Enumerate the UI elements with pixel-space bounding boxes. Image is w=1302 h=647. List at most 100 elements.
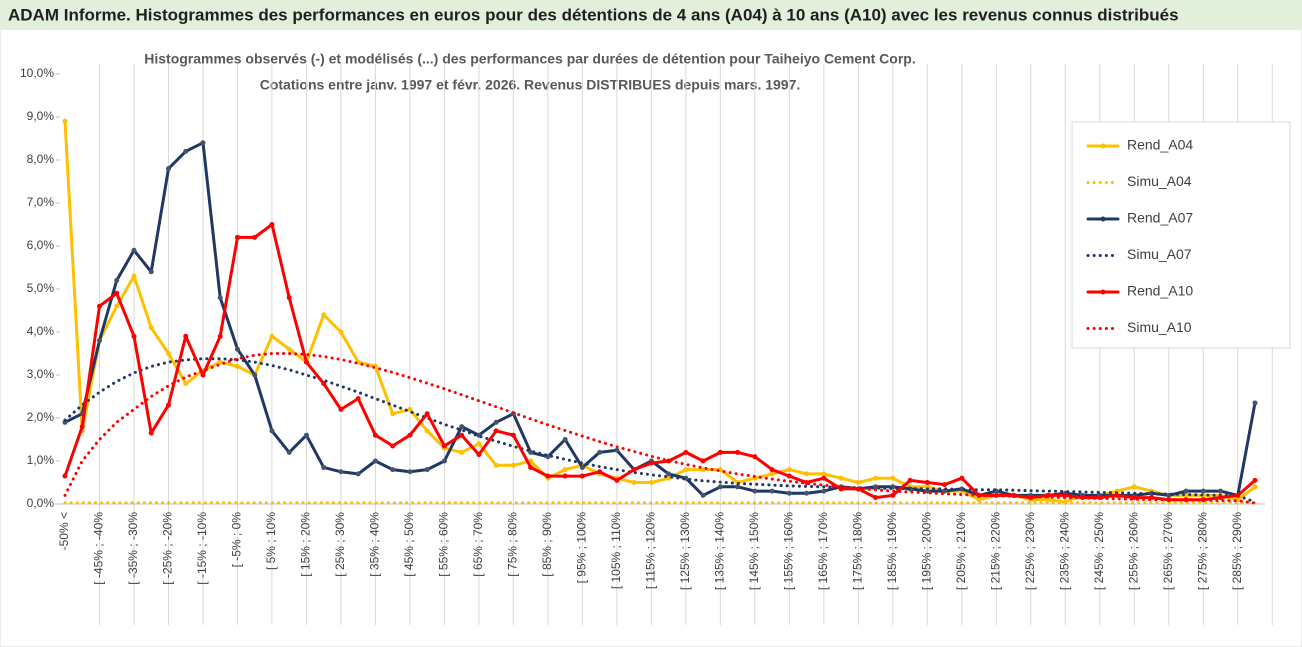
marker — [131, 333, 137, 339]
legend-label: Simu_A04 — [1127, 173, 1192, 189]
marker — [510, 432, 516, 438]
marker — [114, 290, 120, 296]
marker — [924, 480, 930, 485]
marker — [976, 497, 982, 503]
marker — [1114, 492, 1120, 498]
marker — [165, 166, 171, 172]
legend-box — [1071, 121, 1291, 349]
marker — [321, 381, 327, 387]
marker — [269, 428, 275, 434]
marker — [614, 447, 620, 453]
legend-marker — [1100, 289, 1106, 295]
marker — [234, 346, 240, 352]
marker — [700, 467, 706, 473]
marker — [79, 424, 85, 430]
legend-label: Simu_A07 — [1127, 246, 1192, 262]
marker — [666, 475, 672, 481]
marker — [424, 467, 430, 473]
marker — [217, 333, 223, 339]
x-tick-label: [ 165% ; 170% — [816, 512, 830, 590]
x-tick-label: [ 65% ; 70% — [471, 512, 485, 577]
marker — [597, 449, 603, 455]
marker — [476, 452, 482, 458]
x-tick-label: [ 55% ; 60% — [437, 512, 451, 577]
marker — [372, 432, 378, 438]
x-tick-label: [ 225% ; 230% — [1023, 512, 1037, 590]
marker — [562, 437, 568, 442]
marker — [321, 464, 327, 470]
marker — [96, 338, 102, 344]
x-tick-label: [ 5% ; 10% — [264, 512, 278, 570]
marker — [200, 372, 206, 378]
marker — [321, 312, 327, 318]
marker — [217, 295, 223, 301]
marker — [441, 458, 447, 464]
marker — [493, 428, 499, 434]
observed-line — [63, 119, 1257, 504]
y-tick-label: 6,0% — [27, 238, 55, 252]
marker — [579, 473, 585, 479]
marker — [1028, 495, 1034, 501]
marker — [390, 467, 396, 473]
marker — [855, 480, 861, 485]
marker — [873, 495, 879, 501]
marker — [459, 432, 465, 438]
marker — [752, 454, 758, 460]
marker — [907, 477, 913, 483]
marker — [528, 464, 534, 470]
marker — [286, 449, 292, 455]
marker — [717, 484, 723, 490]
marker — [735, 484, 741, 490]
marker — [648, 460, 654, 466]
x-tick-label: [ 175% ; 180% — [851, 512, 865, 590]
marker — [459, 424, 465, 430]
marker — [165, 402, 171, 408]
marker — [1218, 488, 1224, 494]
marker — [1252, 484, 1258, 490]
marker — [338, 329, 344, 335]
chart-title: Histogrammes observés (-) et modélisés (… — [144, 51, 915, 67]
marker — [942, 482, 948, 488]
marker — [717, 449, 723, 455]
marker — [821, 488, 827, 494]
x-tick-label: [ 35% ; 40% — [368, 512, 382, 577]
legend-marker — [1100, 143, 1106, 149]
x-tick-label: [ 215% ; 220% — [988, 512, 1002, 590]
marker — [631, 467, 637, 473]
x-tick-label: [ 265% ; 270% — [1161, 512, 1175, 590]
marker — [62, 419, 68, 425]
marker — [631, 480, 637, 485]
x-tick-label: [ 115% ; 120% — [644, 512, 658, 589]
x-tick-label: [ 255% ; 260% — [1126, 512, 1140, 590]
marker — [390, 411, 396, 417]
marker — [252, 372, 258, 378]
marker — [286, 346, 292, 352]
marker — [493, 419, 499, 425]
marker — [648, 480, 654, 485]
x-tick-label: [ -45% ; -40% — [92, 512, 106, 585]
marker — [424, 411, 430, 417]
marker — [252, 234, 258, 240]
marker — [838, 475, 844, 481]
marker — [269, 333, 275, 339]
marker — [183, 148, 189, 154]
x-tick-label: [ 235% ; 240% — [1057, 512, 1071, 590]
marker — [821, 471, 827, 477]
marker — [148, 430, 154, 436]
marker — [890, 492, 896, 498]
marker — [683, 449, 689, 455]
x-tick-label: [ 85% ; 90% — [540, 512, 554, 577]
marker — [355, 471, 361, 477]
observed-line — [63, 223, 1257, 502]
marker — [769, 488, 775, 494]
marker — [1045, 497, 1051, 503]
x-tick-label: [ 245% ; 250% — [1092, 512, 1106, 590]
marker — [234, 234, 240, 240]
x-tick-label: [ -15% ; -10% — [195, 512, 209, 585]
legend-marker — [1100, 216, 1106, 222]
x-tick-label: [ 285% ; 290% — [1230, 512, 1244, 590]
marker — [165, 351, 171, 356]
marker — [407, 469, 413, 475]
